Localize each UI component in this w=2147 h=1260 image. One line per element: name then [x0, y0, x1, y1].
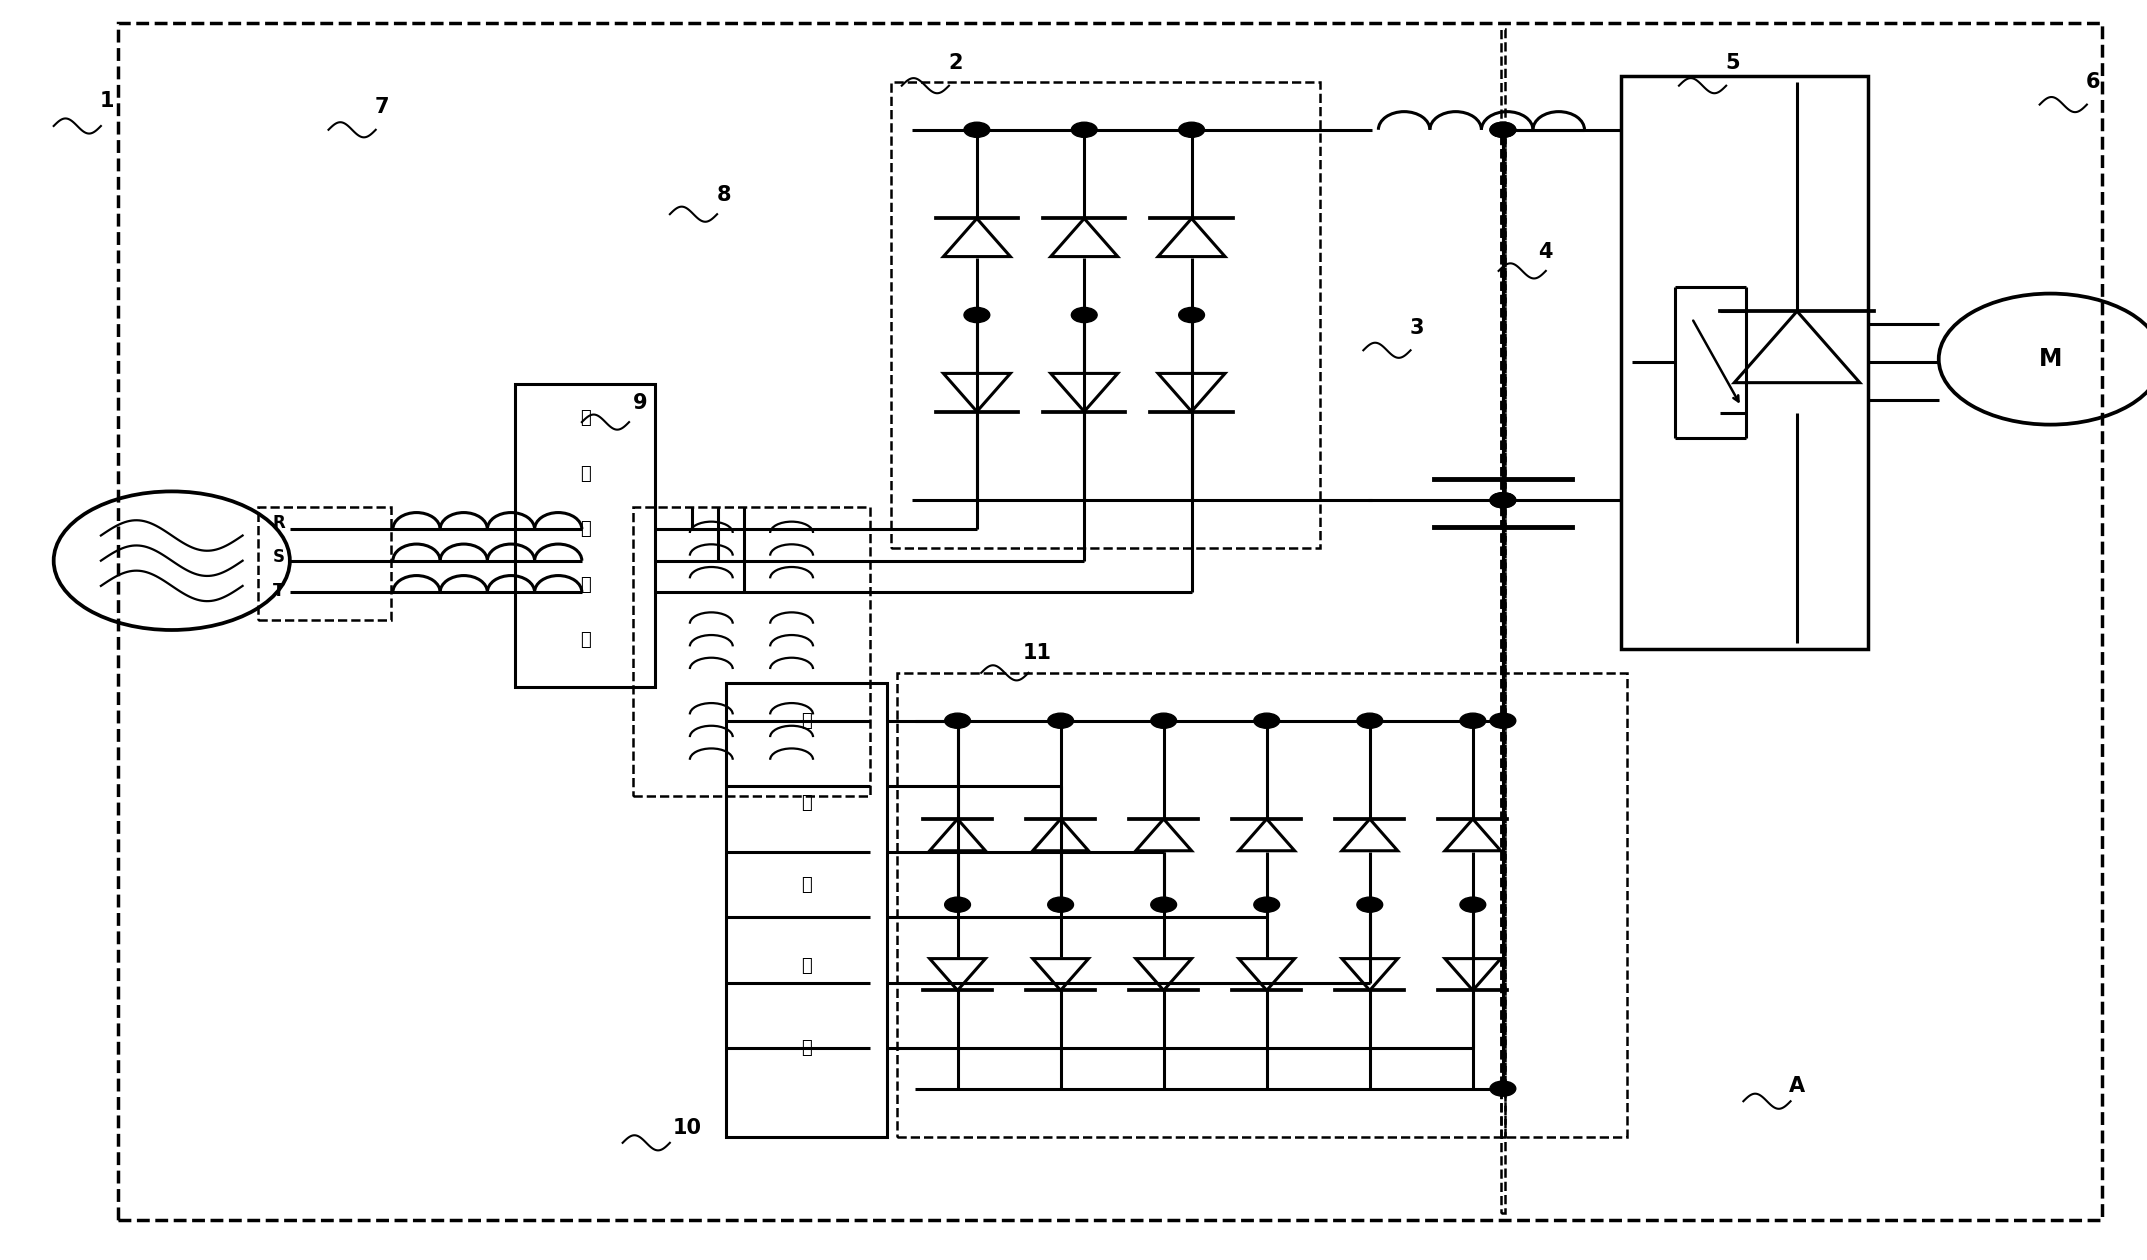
Bar	[897, 673, 1627, 1137]
Text: 4: 4	[1539, 242, 1552, 262]
Text: 滤: 滤	[580, 520, 590, 538]
Text: 器: 器	[580, 631, 590, 649]
Bar	[258, 507, 391, 620]
Circle shape	[1179, 122, 1204, 137]
Text: 8: 8	[717, 185, 730, 205]
Text: 5: 5	[1726, 53, 1739, 73]
Bar	[1501, 130, 1505, 1137]
Circle shape	[1071, 307, 1097, 323]
Circle shape	[1357, 897, 1383, 912]
Text: 变: 变	[801, 876, 812, 893]
Circle shape	[1460, 713, 1486, 728]
Circle shape	[1490, 493, 1516, 508]
Circle shape	[1460, 897, 1486, 912]
Bar	[1501, 29, 1505, 1213]
Circle shape	[1254, 897, 1280, 912]
Circle shape	[1179, 307, 1204, 323]
Circle shape	[1490, 713, 1516, 728]
Circle shape	[1357, 713, 1383, 728]
Text: 压: 压	[801, 958, 812, 975]
Text: A: A	[1788, 1076, 1806, 1096]
Bar	[726, 683, 887, 1137]
Text: 10: 10	[672, 1118, 702, 1138]
Circle shape	[945, 713, 970, 728]
Text: 噪: 噪	[580, 410, 590, 427]
Bar	[633, 507, 870, 796]
Bar	[1621, 76, 1868, 649]
Text: 器: 器	[801, 1040, 812, 1057]
Bar	[515, 384, 655, 687]
Text: 9: 9	[633, 393, 646, 413]
Text: 路: 路	[801, 794, 812, 811]
Circle shape	[1490, 122, 1516, 137]
Circle shape	[964, 122, 990, 137]
Text: T: T	[273, 582, 283, 600]
Circle shape	[1254, 713, 1280, 728]
Text: 3: 3	[1411, 318, 1423, 338]
Circle shape	[1151, 713, 1177, 728]
Text: 多: 多	[801, 712, 812, 730]
Text: 2: 2	[949, 53, 962, 73]
Text: 7: 7	[376, 97, 389, 117]
Circle shape	[1048, 713, 1074, 728]
Text: 1: 1	[101, 91, 114, 111]
Text: S: S	[273, 548, 286, 566]
Circle shape	[964, 307, 990, 323]
Text: 11: 11	[1022, 643, 1052, 663]
Circle shape	[1151, 897, 1177, 912]
Text: 声: 声	[580, 465, 590, 483]
Text: 6: 6	[2087, 72, 2100, 92]
Circle shape	[945, 897, 970, 912]
Circle shape	[1490, 122, 1516, 137]
Circle shape	[1071, 122, 1097, 137]
Text: M: M	[2040, 346, 2061, 372]
Circle shape	[1490, 493, 1516, 508]
Text: R: R	[273, 514, 286, 532]
Circle shape	[1048, 897, 1074, 912]
Text: 波: 波	[580, 576, 590, 593]
Circle shape	[1490, 1081, 1516, 1096]
Bar	[891, 82, 1320, 548]
